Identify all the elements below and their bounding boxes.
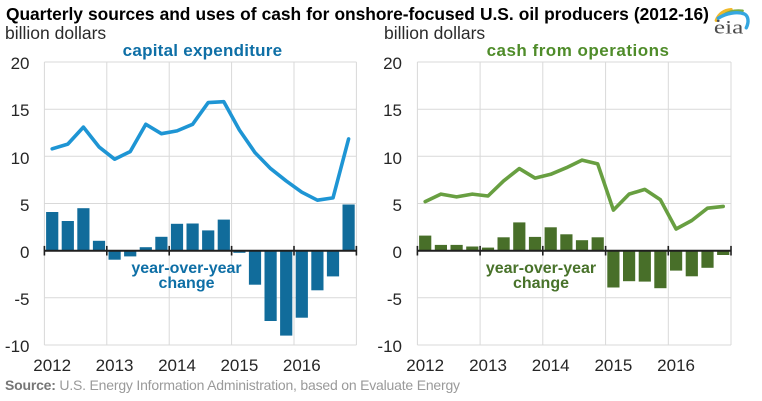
svg-text:eia: eia — [714, 17, 744, 38]
